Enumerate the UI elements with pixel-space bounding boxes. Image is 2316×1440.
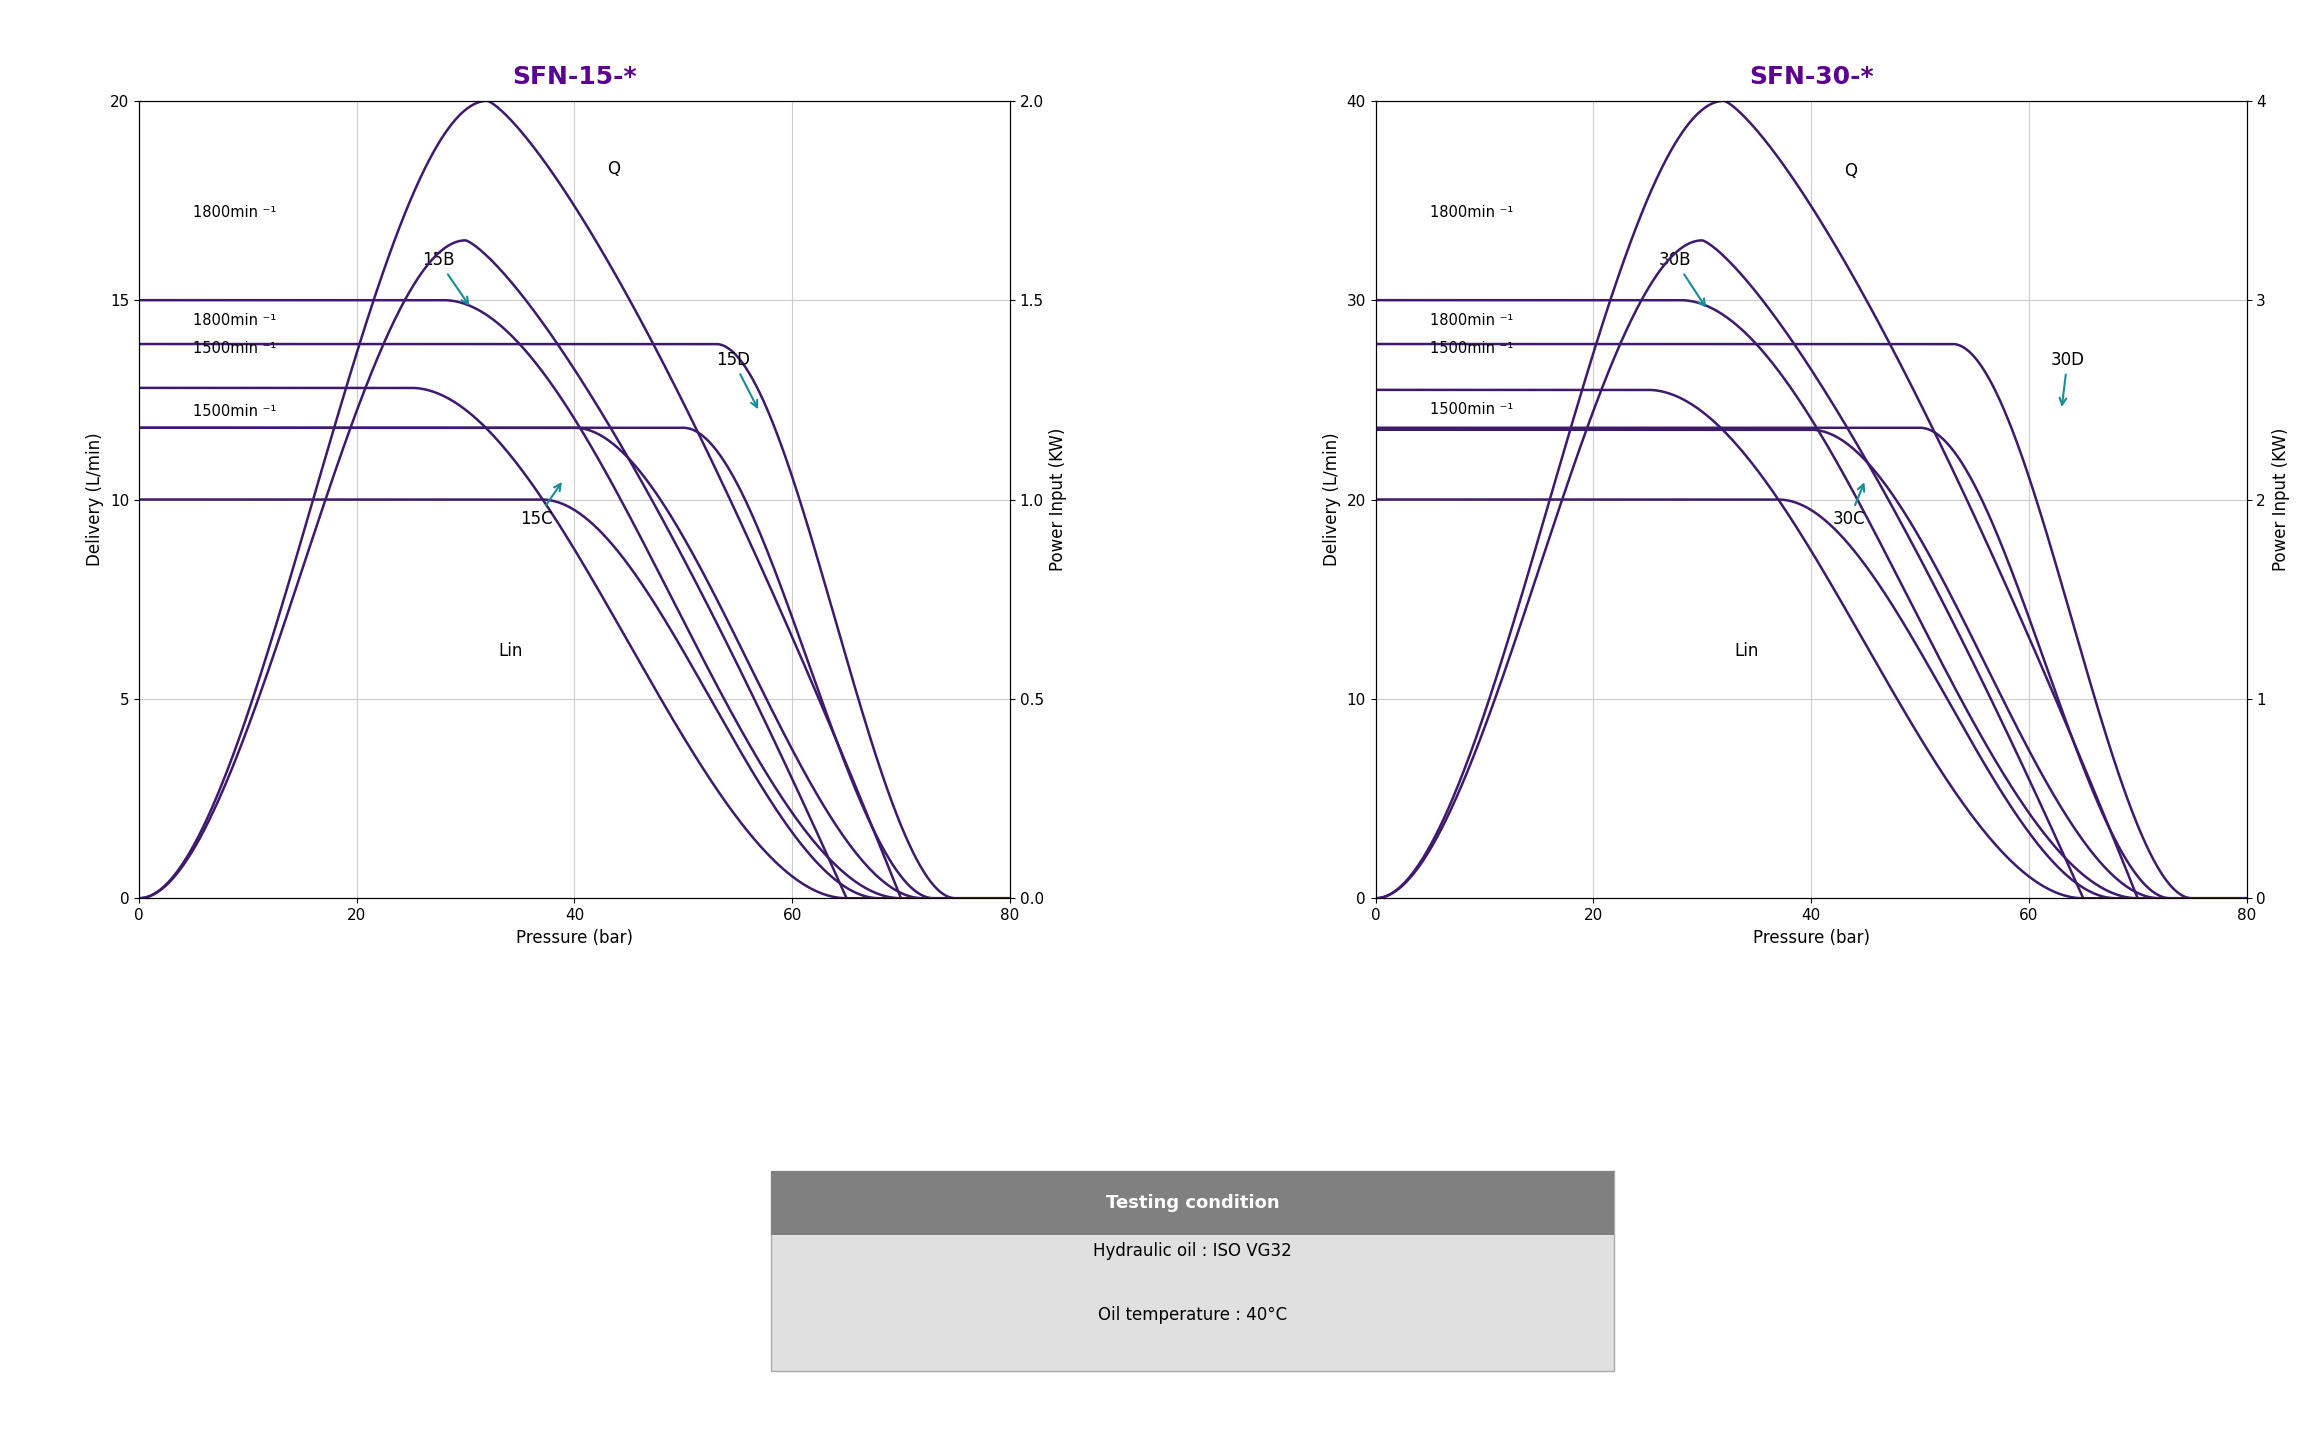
X-axis label: Pressure (bar): Pressure (bar) [516, 929, 632, 946]
Text: 1500min ⁻¹: 1500min ⁻¹ [195, 340, 276, 356]
Text: 30C: 30C [1832, 484, 1864, 528]
X-axis label: Pressure (bar): Pressure (bar) [1753, 929, 1869, 946]
Y-axis label: Power Input (KW): Power Input (KW) [2272, 428, 2291, 572]
FancyBboxPatch shape [771, 1171, 1614, 1371]
Text: 15B: 15B [422, 252, 468, 304]
Text: 1800min ⁻¹: 1800min ⁻¹ [195, 204, 276, 220]
Text: Testing condition: Testing condition [1107, 1194, 1278, 1211]
Text: 1500min ⁻¹: 1500min ⁻¹ [195, 405, 276, 419]
Text: Hydraulic oil : ISO VG32: Hydraulic oil : ISO VG32 [1093, 1241, 1292, 1260]
Y-axis label: Power Input (KW): Power Input (KW) [1049, 428, 1068, 572]
Text: Lin: Lin [1735, 642, 1760, 660]
Text: Oil temperature : 40°C: Oil temperature : 40°C [1098, 1306, 1288, 1323]
Text: 1500min ⁻¹: 1500min ⁻¹ [1429, 402, 1512, 418]
Text: Q: Q [607, 160, 621, 177]
Text: 1800min ⁻¹: 1800min ⁻¹ [195, 312, 276, 327]
Text: Q: Q [1844, 161, 1857, 180]
Text: 1500min ⁻¹: 1500min ⁻¹ [1429, 340, 1512, 356]
Text: 30D: 30D [2050, 351, 2084, 405]
Title: SFN-30-*: SFN-30-* [1749, 65, 1874, 89]
Y-axis label: Delivery (L/min): Delivery (L/min) [1322, 432, 1341, 566]
Y-axis label: Delivery (L/min): Delivery (L/min) [86, 432, 104, 566]
Text: 30B: 30B [1658, 252, 1705, 305]
Text: Lin: Lin [498, 642, 523, 660]
Text: 1800min ⁻¹: 1800min ⁻¹ [1429, 204, 1512, 220]
Text: 15C: 15C [521, 484, 560, 528]
Text: 1800min ⁻¹: 1800min ⁻¹ [1429, 312, 1512, 327]
Title: SFN-15-*: SFN-15-* [512, 65, 637, 89]
Text: 15D: 15D [716, 351, 757, 408]
FancyBboxPatch shape [771, 1171, 1614, 1234]
